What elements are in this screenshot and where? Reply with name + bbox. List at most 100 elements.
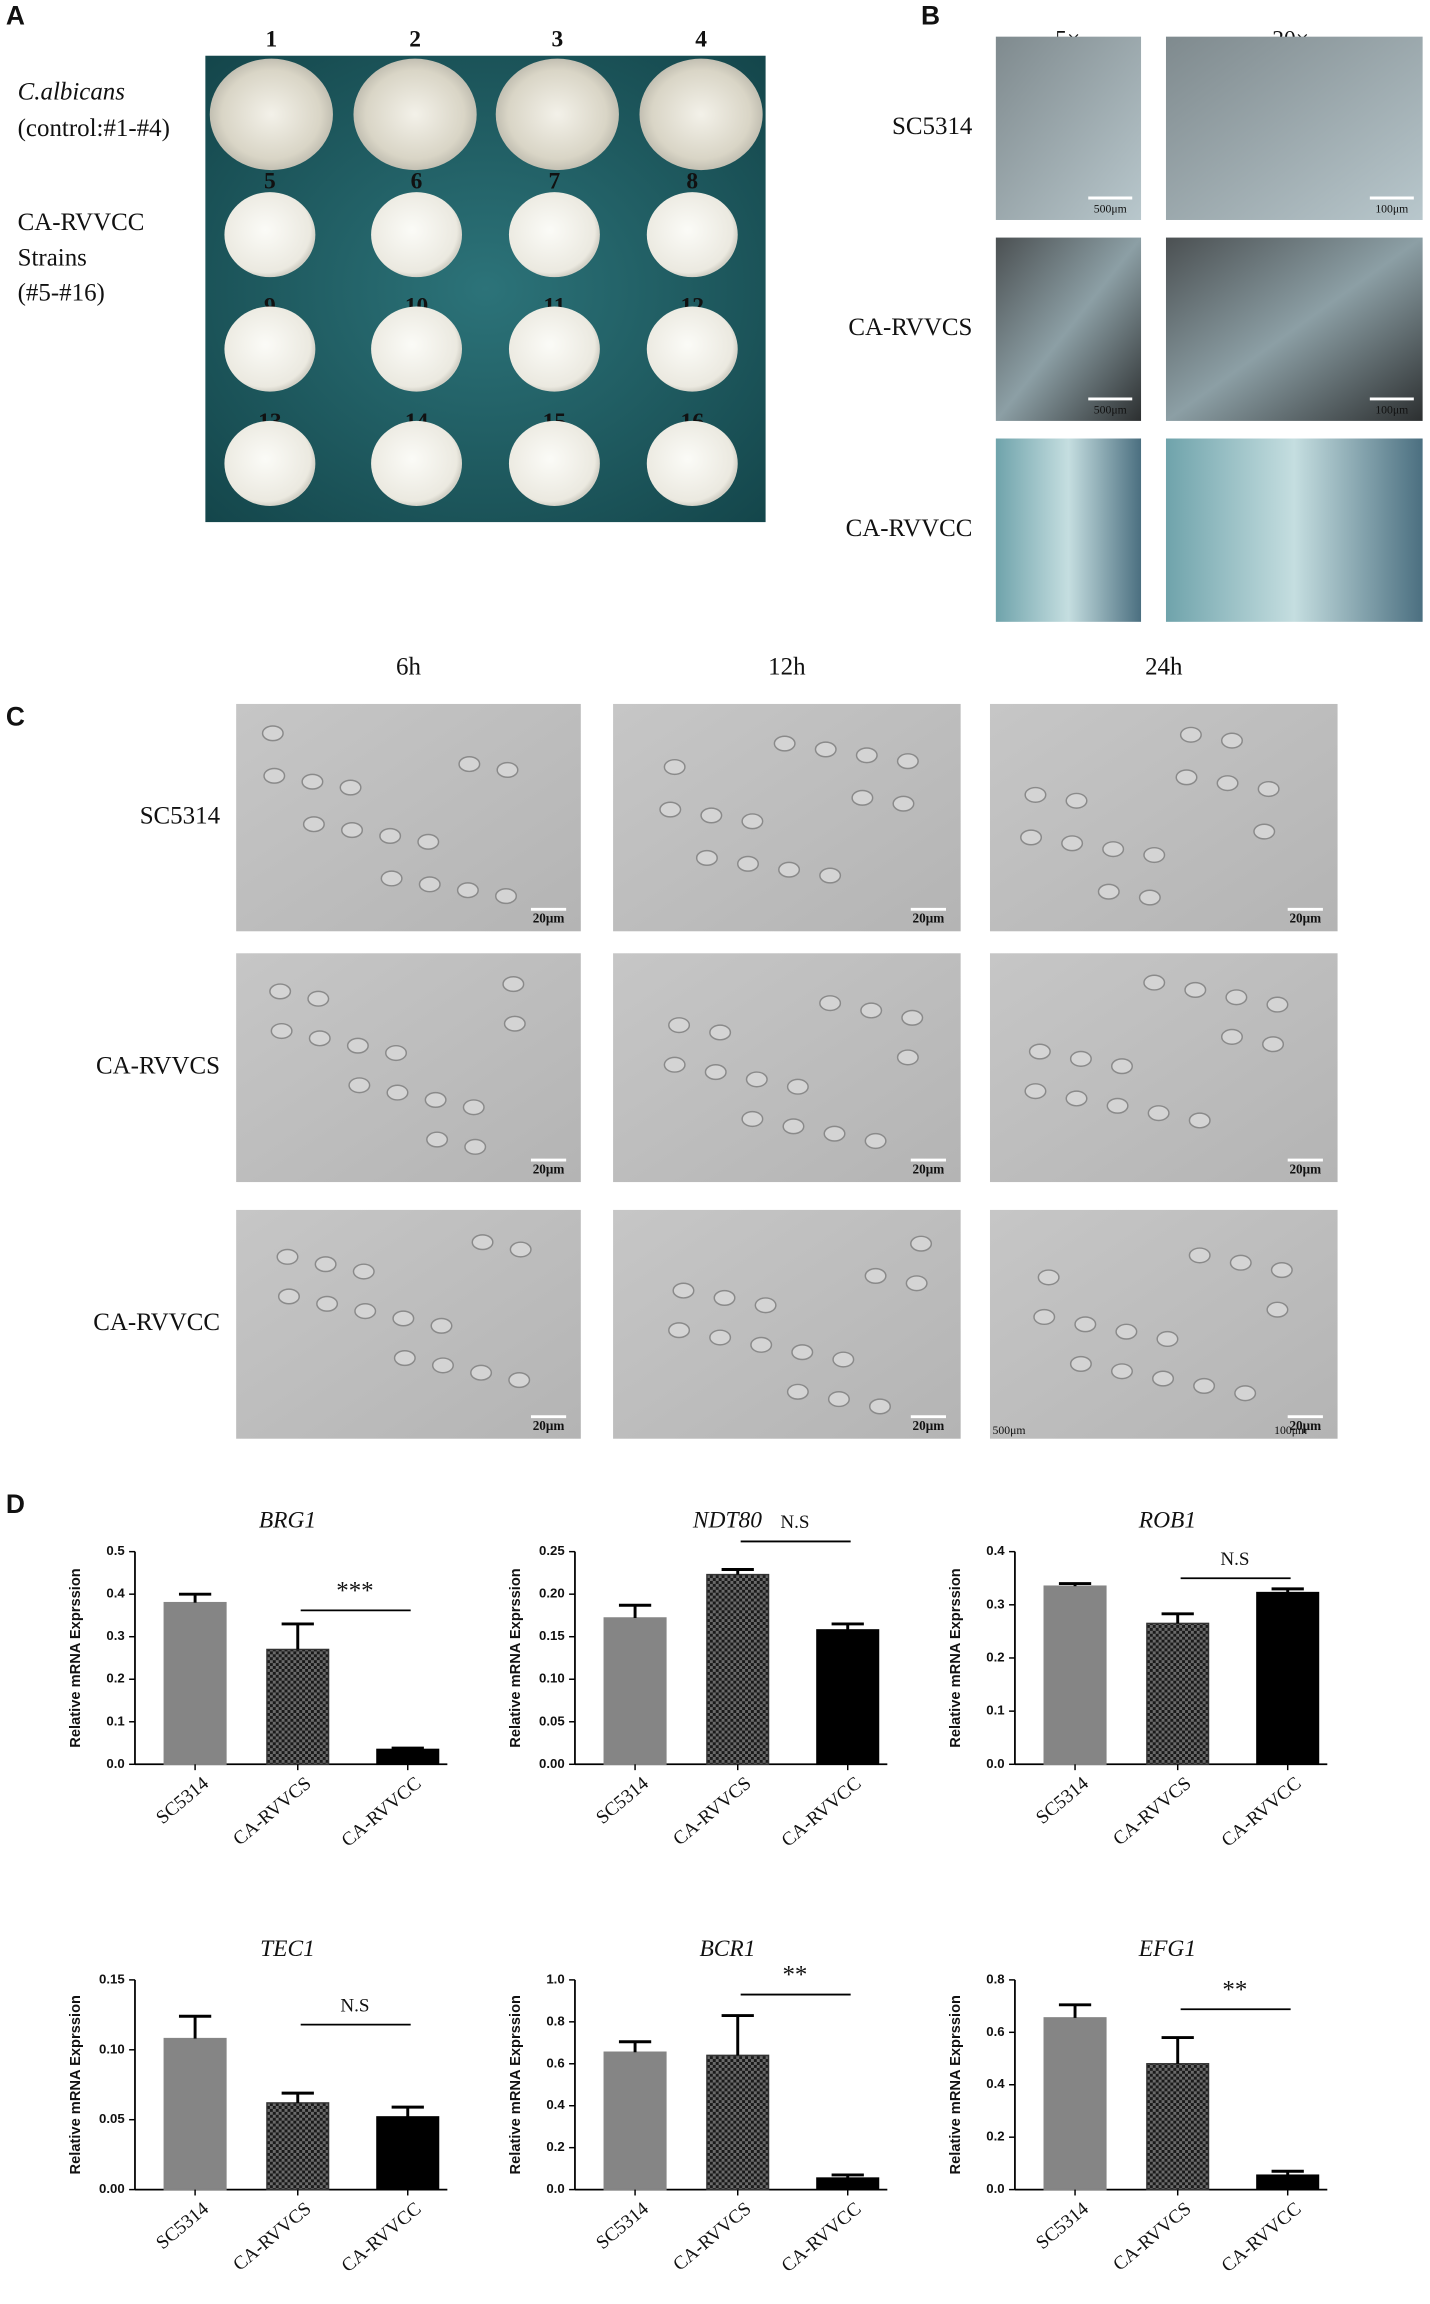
bar <box>603 1617 667 1766</box>
cell <box>851 789 874 806</box>
bar <box>376 2116 440 2191</box>
scale-bar-label: 20μm <box>1289 1161 1321 1176</box>
scale-bar-label: 20μm <box>1289 1418 1321 1433</box>
cell <box>659 801 682 818</box>
cell <box>392 1310 415 1327</box>
chart-title: TEC1 <box>260 1936 315 1962</box>
colony <box>224 420 316 506</box>
cell <box>1115 1323 1138 1340</box>
cell <box>1193 1377 1216 1394</box>
bar <box>816 1629 880 1766</box>
chart-title: BRG1 <box>259 1508 316 1534</box>
cell <box>1184 981 1207 999</box>
colony <box>508 192 600 278</box>
bar <box>816 2177 880 2191</box>
x-tick-label: CA-RVVCS <box>669 1773 755 1850</box>
y-tick-label: 0.4 <box>546 2097 565 2112</box>
cell <box>1020 829 1043 846</box>
y-tick-label: 0.00 <box>99 2181 125 2196</box>
cell <box>823 1125 846 1142</box>
y-tick-label: 0.20 <box>539 1586 565 1601</box>
y-tick-label: 0.1 <box>986 1703 1004 1718</box>
bar <box>266 2102 330 2191</box>
cell <box>1179 726 1202 743</box>
scale-bar-label: 20μm <box>913 1418 945 1433</box>
cell <box>709 1024 732 1041</box>
colony <box>646 306 738 392</box>
significance-label: *** <box>336 1577 373 1604</box>
panel-label: A <box>6 1 25 31</box>
cell <box>1156 1330 1179 1348</box>
scale-bar-label: 20μm <box>913 911 945 926</box>
cell <box>270 1022 293 1040</box>
colony-number: 2 <box>409 26 421 52</box>
cell <box>276 1248 299 1265</box>
cell <box>1102 841 1125 858</box>
stray-label: 500μm <box>993 1424 1026 1437</box>
cell <box>1257 780 1280 798</box>
y-tick-label: 0.2 <box>106 1671 124 1686</box>
bar <box>706 2054 770 2191</box>
cell <box>352 1263 375 1280</box>
x-tick-label: SC5314 <box>1032 1773 1093 1829</box>
cell <box>892 795 915 812</box>
cell <box>741 1110 764 1128</box>
cell <box>1024 1083 1047 1100</box>
micrograph <box>1165 36 1423 220</box>
x-tick-label: SC5314 <box>152 2198 213 2254</box>
significance-label: ** <box>1222 1976 1247 2003</box>
colony <box>508 420 600 506</box>
y-axis-label: Relative mRNA Exprssion <box>68 1995 84 2175</box>
cell <box>901 1009 924 1026</box>
y-axis-label: Relative mRNA Exprssion <box>948 1568 964 1748</box>
colony-number: 1 <box>265 26 277 52</box>
x-tick-label: CA-RVVCS <box>229 1773 315 1850</box>
strain-label: CA-RVVCC <box>18 209 145 236</box>
row-label: SC5314 <box>892 113 973 140</box>
cell <box>424 1091 447 1109</box>
cell <box>832 1351 855 1368</box>
micrograph <box>236 703 581 932</box>
scale-bar-label: 100μm <box>1375 403 1408 416</box>
cell <box>672 1282 695 1299</box>
strain-label: (#5-#16) <box>18 280 105 307</box>
y-tick-label: 0.0 <box>546 2181 564 2196</box>
colony-number: 3 <box>551 26 563 52</box>
chart-title: ROB1 <box>1138 1508 1196 1534</box>
y-axis-label: Relative mRNA Exprssion <box>508 1568 524 1748</box>
cell <box>860 1002 883 1019</box>
bar <box>603 2051 667 2191</box>
cell <box>471 1234 494 1251</box>
cell <box>864 1132 887 1150</box>
cell <box>314 1256 337 1273</box>
y-tick-label: 0.6 <box>546 2055 564 2070</box>
colony-number: 7 <box>549 169 561 195</box>
y-tick-label: 0.10 <box>99 2041 125 2056</box>
row-label: CA-RVVCS <box>848 314 972 341</box>
micrograph <box>236 953 581 1183</box>
x-tick-label: SC5314 <box>152 1773 213 1829</box>
row-label: SC5314 <box>140 802 221 829</box>
scale-bar-label: 500μm <box>1094 403 1127 416</box>
cell <box>1216 775 1239 792</box>
x-tick-label: CA-RVVCC <box>338 2198 426 2276</box>
cell <box>1065 1090 1088 1107</box>
micrograph <box>989 703 1338 932</box>
cell <box>316 1295 339 1312</box>
cell <box>496 761 519 779</box>
y-tick-label: 0.3 <box>986 1596 1004 1611</box>
cell <box>503 1015 526 1032</box>
figure-content: A B C D C.albicans (control:#1-#4) CA-RVVCC Str… <box>6 1 1423 2277</box>
time-label: 24h <box>1145 653 1183 680</box>
x-tick-label: CA-RVVCC <box>778 2198 866 2276</box>
cell <box>301 773 324 790</box>
cell <box>773 735 796 752</box>
y-axis-label: Relative mRNA Exprssion <box>68 1568 84 1748</box>
colony-number: 8 <box>686 169 698 195</box>
cell <box>1065 792 1088 809</box>
cell <box>1069 1050 1092 1067</box>
cell <box>379 827 402 845</box>
y-tick-label: 0.05 <box>99 2111 125 2126</box>
panel-label: B <box>921 1 940 31</box>
